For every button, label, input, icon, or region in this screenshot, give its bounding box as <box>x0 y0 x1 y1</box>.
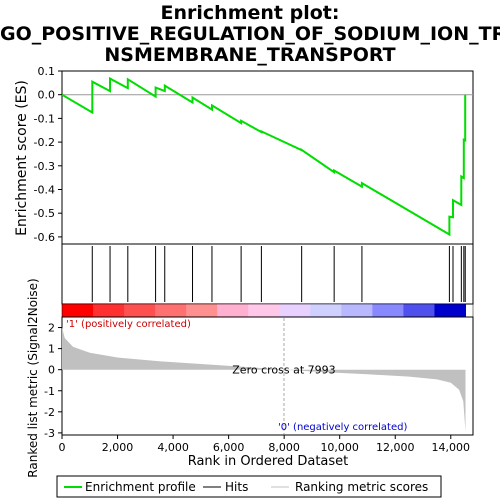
es-ytick-label: -0.2 <box>34 136 55 149</box>
es-ytick-label: -0.3 <box>34 160 55 173</box>
x-tick-label: 0 <box>59 441 66 454</box>
heatmap-segment <box>341 304 373 317</box>
x-tick-label: 6,000 <box>213 441 245 454</box>
x-tick-label: 8,000 <box>268 441 300 454</box>
x-axis-label: Rank in Ordered Dataset <box>188 454 349 469</box>
heatmap-segment <box>217 304 249 317</box>
enrichment-profile-line <box>61 76 467 237</box>
heatmap-segment <box>124 304 156 317</box>
es-y-axis-label: Enrichment score (ES) <box>14 80 30 236</box>
heatmap-segment <box>434 304 467 317</box>
es-ytick-label: -0.6 <box>34 231 55 244</box>
es-ytick-label: -0.1 <box>34 112 55 125</box>
metric-ytick-label: -2 <box>44 406 55 419</box>
heatmap-segment <box>310 304 342 317</box>
metric-ytick-label: 1 <box>48 343 55 356</box>
legend-enrichment-label: Enrichment profile <box>85 480 196 494</box>
metric-ytick-label: 0 <box>48 364 55 377</box>
x-tick-label: 10,000 <box>320 441 359 454</box>
chart-title-line-3: NSMEMBRANE_TRANSPORT <box>104 44 396 66</box>
heatmap-segment <box>155 304 187 317</box>
metric-y-axis-label: Ranked list metric (Signal2Noise) <box>26 278 40 477</box>
positive-correlation-label: '1' (positively correlated) <box>66 319 191 330</box>
es-ytick-label: -0.4 <box>34 183 55 196</box>
legend-ranking-label: Ranking metric scores <box>295 480 428 494</box>
metric-ytick-label: -3 <box>44 427 55 440</box>
heatmap-segment <box>279 304 311 317</box>
heatmap-segment <box>62 304 94 317</box>
heatmap-segment <box>248 304 280 317</box>
zero-cross-label: Zero cross at 7993 <box>232 364 335 377</box>
hits-panel-frame <box>61 243 474 305</box>
heatmap-segment <box>403 304 435 317</box>
heatmap-segment <box>372 304 404 317</box>
x-tick-label: 4,000 <box>157 441 189 454</box>
metric-ytick-label: 2 <box>48 322 55 335</box>
negative-correlation-label: '0' (negatively correlated) <box>278 422 407 433</box>
legend-box <box>56 475 442 498</box>
heatmap-segment <box>186 304 218 317</box>
es-ytick-label: 0.1 <box>38 65 56 78</box>
chart-title-line-1: Enrichment plot: <box>160 2 340 24</box>
es-ytick-label: 0.0 <box>38 89 56 102</box>
x-tick-label: 14,000 <box>432 441 471 454</box>
es-ytick-label: -0.5 <box>34 207 55 220</box>
legend-hits-label: Hits <box>225 480 248 494</box>
heatmap-segment <box>93 304 125 317</box>
x-tick-label: 2,000 <box>102 441 134 454</box>
metric-ytick-label: -1 <box>44 385 55 398</box>
es-panel-frame <box>61 70 474 245</box>
chart-title-line-2: GO_POSITIVE_REGULATION_OF_SODIUM_ION_TRA <box>0 23 500 45</box>
x-tick-label: 12,000 <box>376 441 415 454</box>
